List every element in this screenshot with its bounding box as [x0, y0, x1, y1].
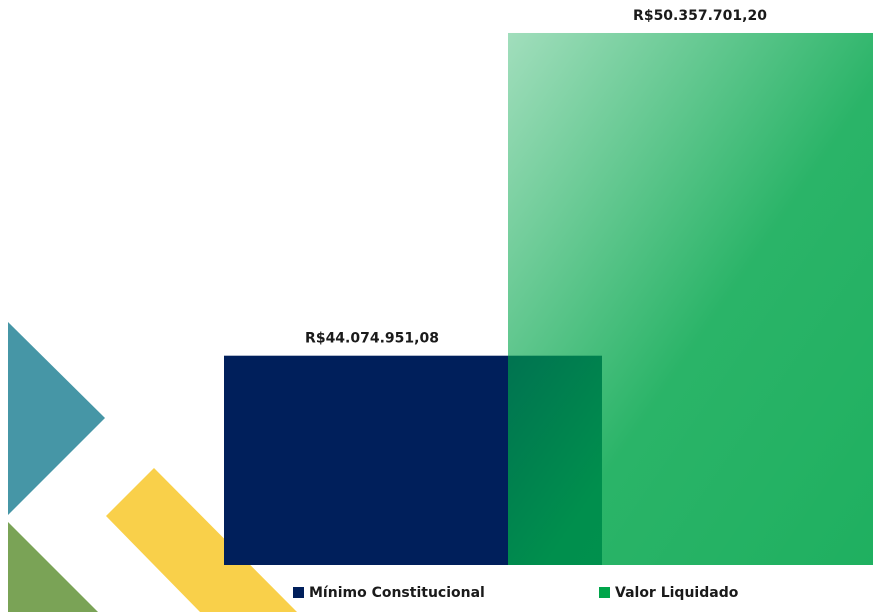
legend-label: Mínimo Constitucional: [309, 585, 485, 601]
value-label: R$44.074.951,08: [305, 331, 439, 347]
value-label: R$50.357.701,20: [633, 8, 767, 24]
legend-swatch: [599, 587, 610, 598]
legend-swatch: [293, 587, 304, 598]
decor-yellow: [106, 468, 297, 612]
decor-olive: [8, 522, 98, 612]
bar: [508, 32, 873, 566]
decor-teal: [8, 322, 105, 515]
legend-label: Valor Liquidado: [615, 585, 739, 601]
